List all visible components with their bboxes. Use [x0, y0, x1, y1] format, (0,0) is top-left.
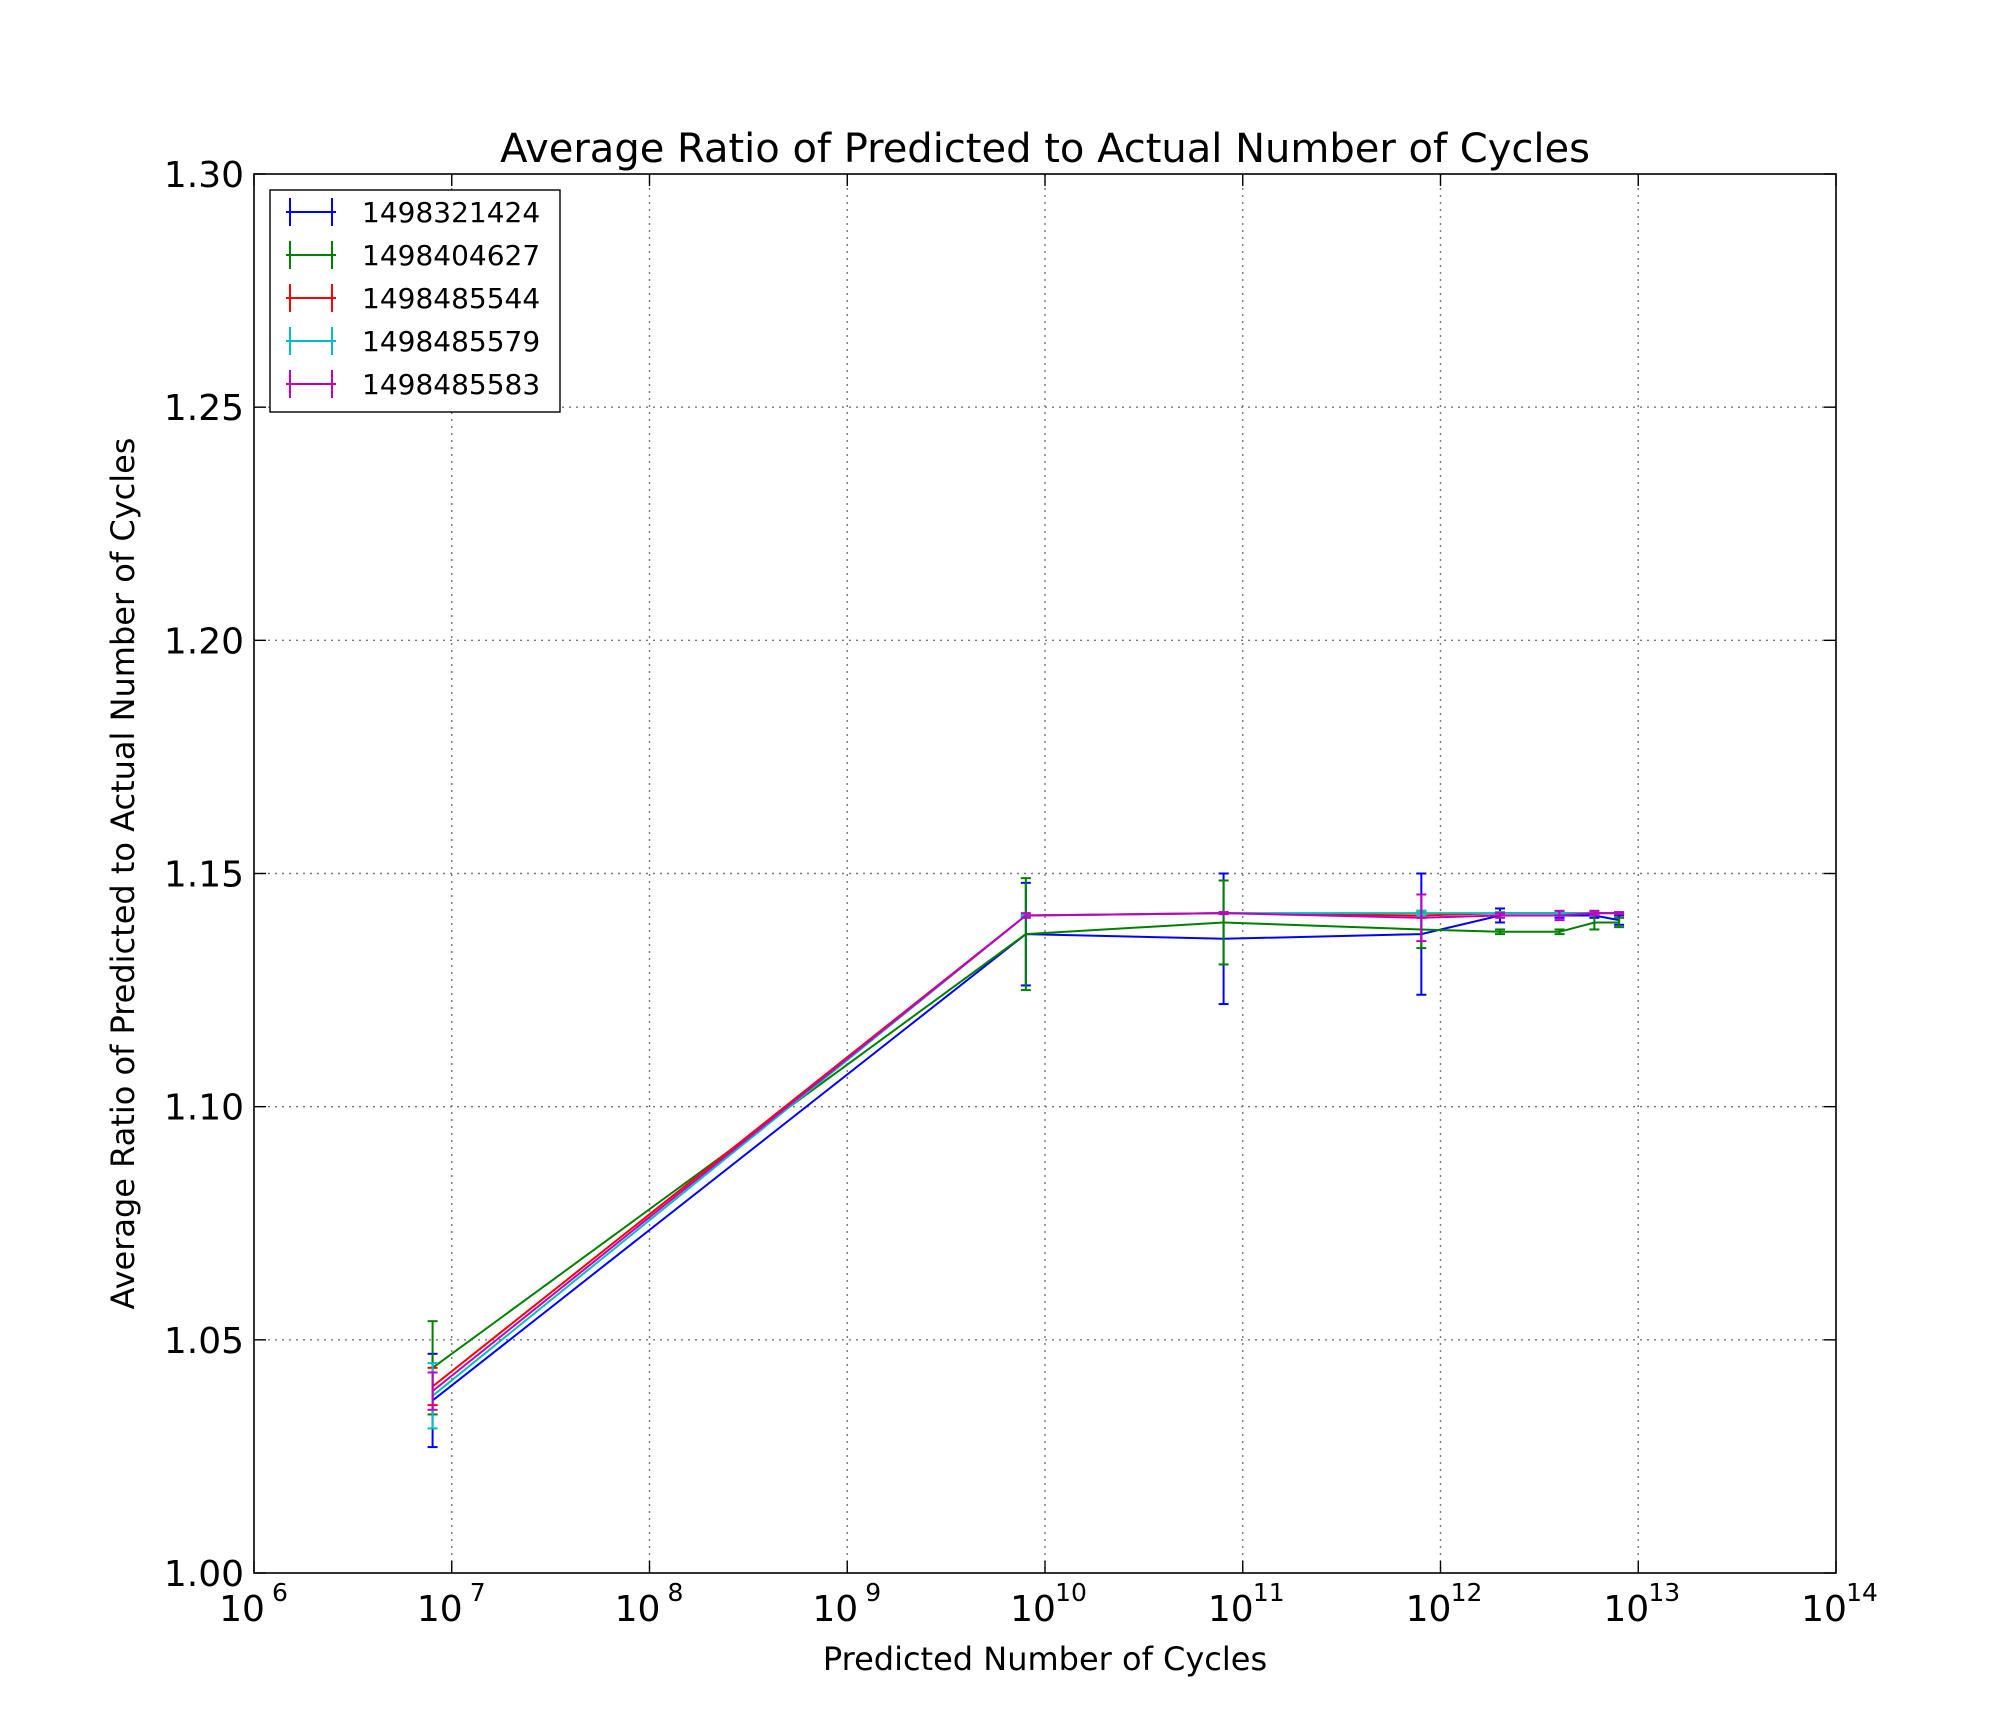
legend-item-1498485579: 1498485579 — [286, 325, 540, 358]
grid — [254, 174, 1836, 1573]
legend-label: 1498404627 — [362, 239, 540, 272]
legend-label: 1498321424 — [362, 196, 540, 229]
y-tick-label: 1.30 — [164, 155, 244, 196]
x-tick-label-base: 10 — [1208, 1589, 1254, 1630]
series-group — [427, 872, 1625, 1449]
x-tick-label-base: 10 — [417, 1589, 463, 1630]
y-tick-label: 1.05 — [164, 1321, 244, 1362]
y-tick-label: 1.00 — [164, 1554, 244, 1595]
x-tick-label: 10 13 — [1603, 1578, 1680, 1630]
x-tick-label-exponent: 12 — [1451, 1578, 1483, 1607]
legend-item-1498404627: 1498404627 — [286, 239, 540, 272]
legend-label: 1498485579 — [362, 325, 540, 358]
x-tick-label: 10 14 — [1801, 1578, 1878, 1630]
x-tick-label: 10 10 — [1010, 1578, 1087, 1630]
x-tick-label-exponent: 14 — [1846, 1578, 1878, 1607]
x-tick-label-base: 10 — [1010, 1589, 1056, 1630]
x-tick-label: 10 7 — [417, 1578, 486, 1630]
x-tick-label-exponent: 13 — [1648, 1578, 1680, 1607]
x-tick-label-exponent: 10 — [1055, 1578, 1087, 1607]
x-tick-label-base: 10 — [219, 1589, 265, 1630]
x-tick-label-base: 10 — [812, 1589, 858, 1630]
x-tick-label-base: 10 — [1406, 1589, 1452, 1630]
y-tick-label: 1.20 — [164, 621, 244, 662]
x-tick-label-exponent: 6 — [272, 1578, 288, 1607]
x-axis-label: Predicted Number of Cycles — [823, 1640, 1267, 1678]
x-tick-label-base: 10 — [1603, 1589, 1649, 1630]
x-tick-label-exponent: 9 — [865, 1578, 881, 1607]
x-tick-label-exponent: 11 — [1253, 1578, 1285, 1607]
legend-item-1498485544: 1498485544 — [286, 282, 540, 315]
series-1498485583 — [427, 893, 1625, 1411]
chart-title: Average Ratio of Predicted to Actual Num… — [500, 126, 1590, 172]
legend-label: 1498485583 — [362, 368, 540, 401]
legend-label: 1498485544 — [362, 282, 540, 315]
x-tick-label: 10 8 — [615, 1578, 684, 1630]
legend-box — [269, 189, 561, 413]
x-tick-label-base: 10 — [615, 1589, 661, 1630]
x-tick-label: 10 11 — [1208, 1578, 1285, 1630]
y-tick-label: 1.15 — [164, 855, 244, 896]
legend-item-1498321424: 1498321424 — [286, 196, 540, 229]
x-tick-label: 10 6 — [219, 1578, 288, 1630]
y-axis-label: Average Ratio of Predicted to Actual Num… — [104, 438, 142, 1310]
series-line — [432, 921, 1620, 1369]
x-tick-label-exponent: 7 — [470, 1578, 486, 1607]
y-tick-label: 1.10 — [164, 1088, 244, 1129]
x-tick-label-base: 10 — [1801, 1589, 1847, 1630]
y-tick-label: 1.25 — [164, 388, 244, 429]
x-tick-label: 10 12 — [1406, 1578, 1483, 1630]
axis-ticks: 10 6 10 7 10 8 10 9 10 10 10 11 10 12 10 13 10 141.001.05… — [164, 155, 1878, 1630]
x-tick-label-exponent: 8 — [668, 1578, 684, 1607]
series-line — [431, 912, 1620, 1392]
legend: 1498321424 1498404627 1498485544 1498485579… — [269, 189, 561, 413]
series-line — [431, 914, 1620, 1402]
x-tick-label: 10 9 — [812, 1578, 881, 1630]
legend-item-1498485583: 1498485583 — [286, 368, 540, 401]
